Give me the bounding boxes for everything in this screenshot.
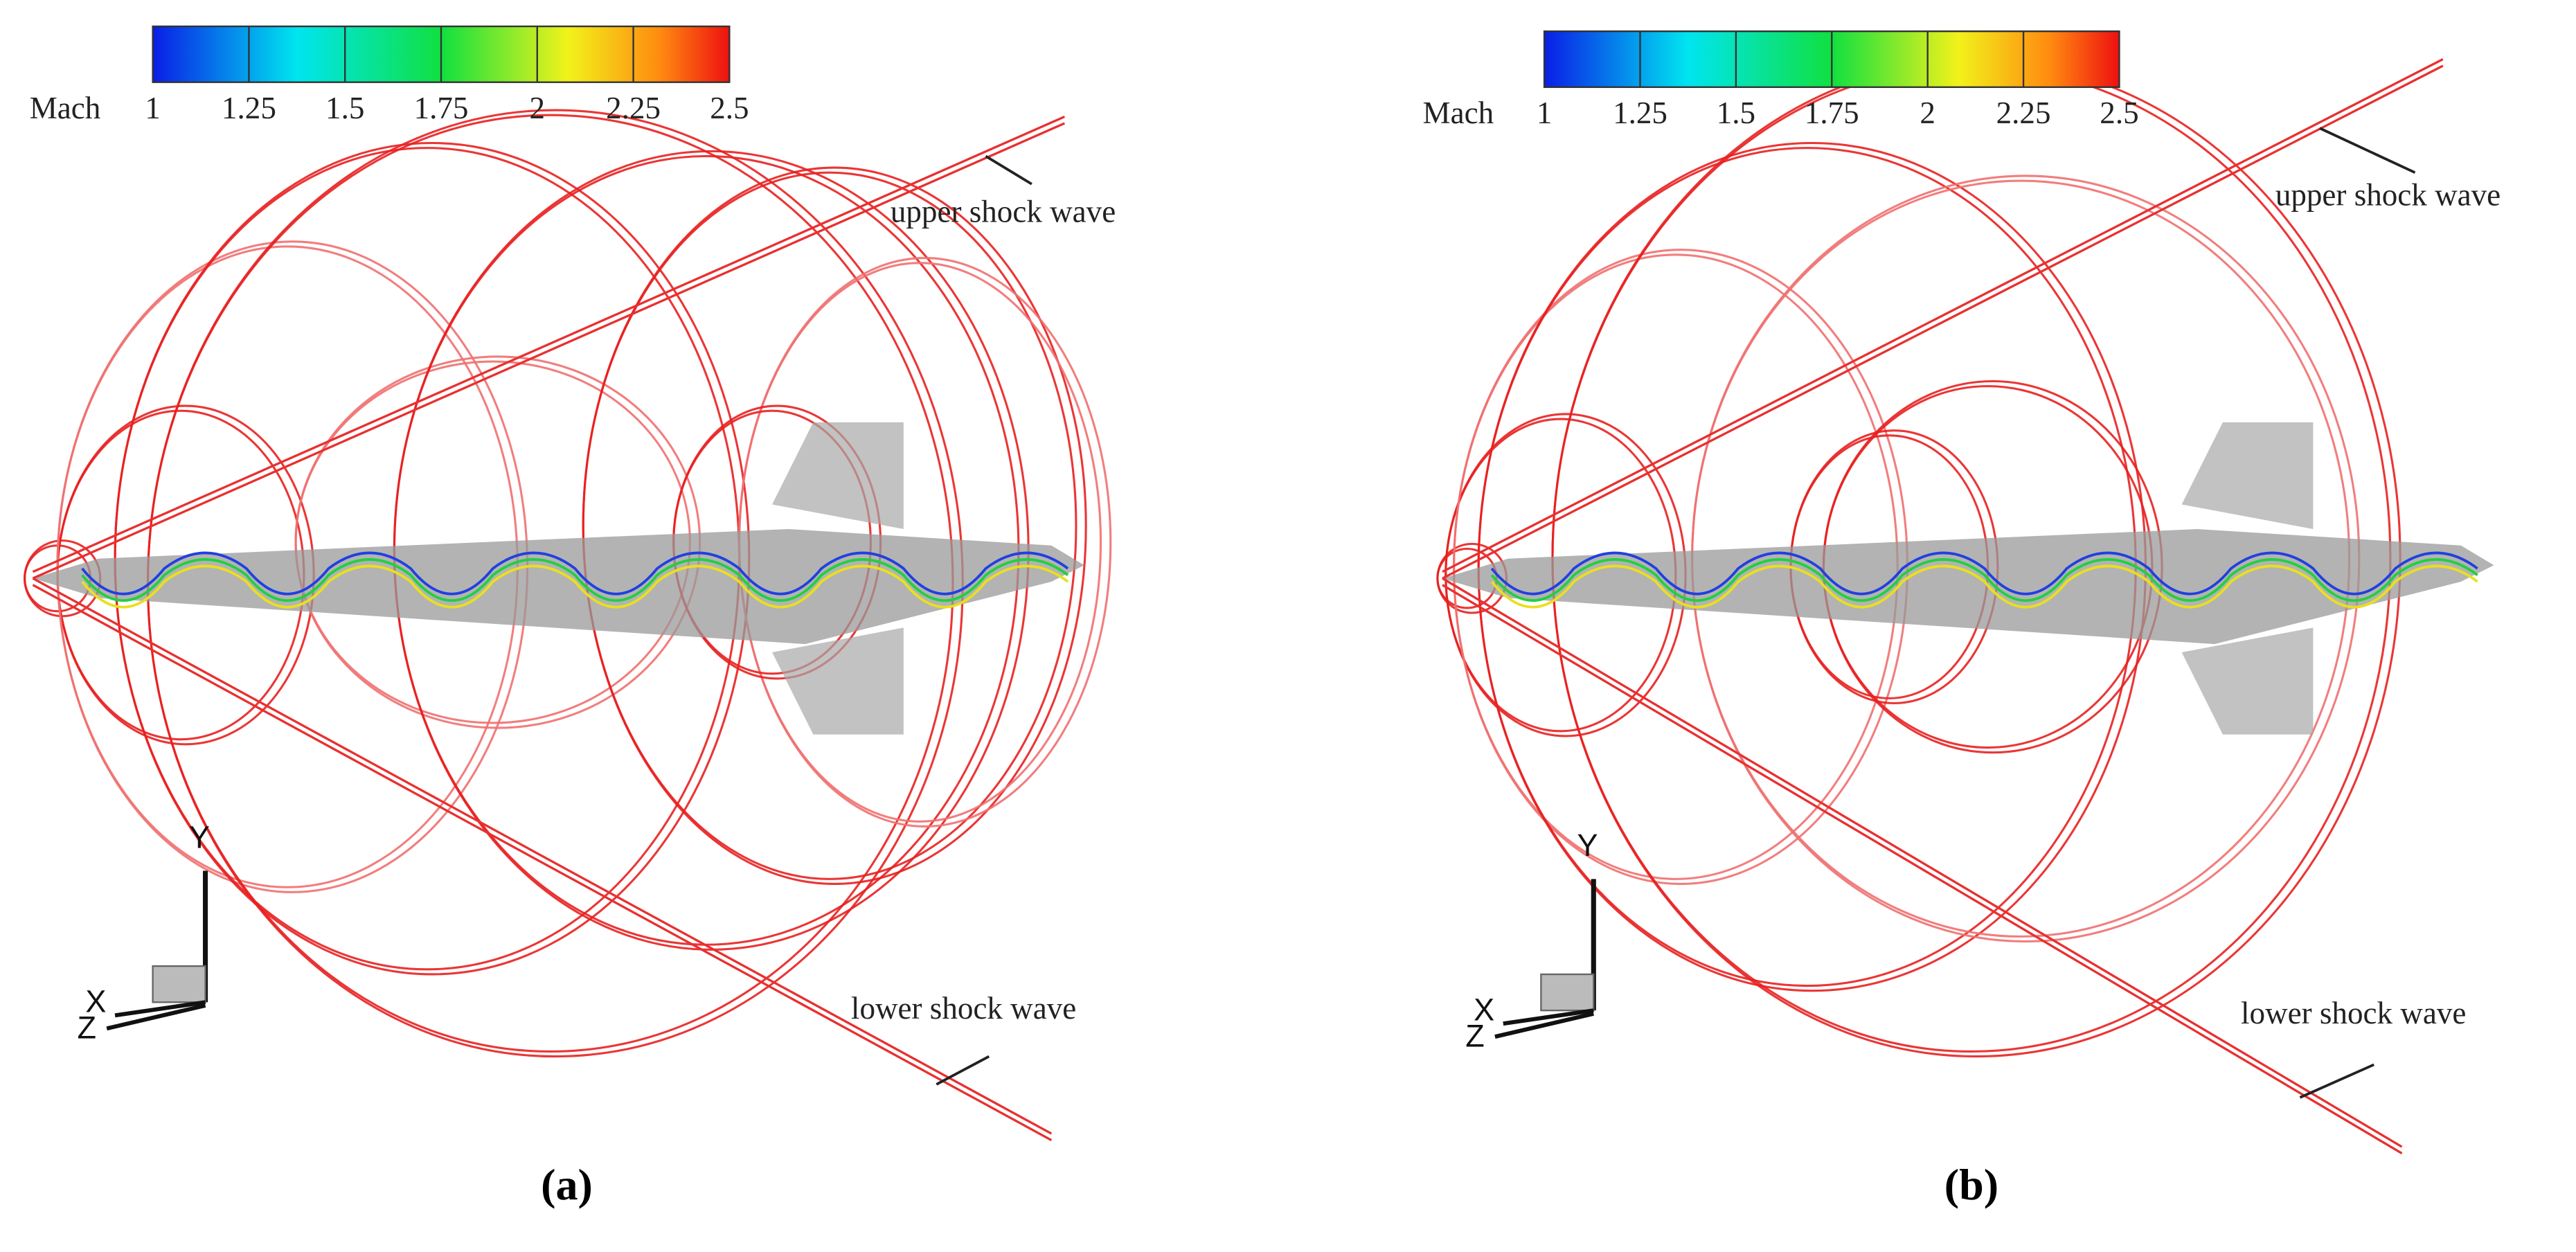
- upper-shock-line: [1442, 64, 2444, 580]
- axis-label: Z: [78, 1010, 97, 1045]
- colorbar-label: Mach: [1423, 96, 1494, 130]
- vehicle-body: [1442, 529, 2494, 645]
- annotation: upper shock wave: [2275, 178, 2501, 213]
- annotation: upper shock wave: [891, 194, 1116, 229]
- lower-shock-line: [32, 584, 1053, 1142]
- colorbar-tick-label: 2.5: [710, 91, 749, 125]
- colorbar-label: Mach: [30, 91, 101, 125]
- annotation: lower shock wave: [2241, 996, 2466, 1030]
- pointer: [936, 1055, 990, 1086]
- fin: [772, 422, 904, 530]
- colorbar-tick-label: 2: [1920, 96, 1935, 130]
- colorbar-tick-label: 1.25: [222, 91, 276, 125]
- axis-label: X: [1474, 992, 1494, 1027]
- mach-contour: [582, 171, 1077, 880]
- colorbar-tick-label: 1: [1537, 96, 1553, 130]
- mach-contour: [582, 166, 1087, 886]
- colorbar-tick-label: 1.5: [325, 91, 364, 125]
- colorbar-tick-label: 2: [530, 91, 546, 125]
- colorbar-tick-label: 2.25: [1996, 96, 2051, 130]
- colorbar-tick-label: 2.5: [2100, 96, 2138, 130]
- axis-label: Y: [1577, 828, 1598, 863]
- axis-z: [1494, 1012, 1594, 1039]
- axis-z: [106, 1003, 206, 1031]
- colorbar-tick-label: 1.75: [414, 91, 469, 125]
- pointer: [985, 154, 1032, 186]
- fin: [2181, 627, 2314, 735]
- surface-contour: [1490, 558, 2478, 602]
- vehicle-body: [33, 529, 1084, 645]
- colorbar-tick-label: 1.75: [1805, 96, 1859, 130]
- axis-x: [1503, 1008, 1594, 1026]
- annotation: lower shock wave: [851, 991, 1076, 1026]
- caption: (b): [1944, 1160, 1998, 1209]
- upper-shock-line: [32, 116, 1066, 573]
- surface-contour: [81, 551, 1069, 596]
- fin: [772, 627, 904, 735]
- surface-contour: [1490, 551, 2478, 596]
- lower-shock-line: [32, 577, 1053, 1135]
- pointer: [2299, 1063, 2374, 1099]
- pointer: [2319, 127, 2416, 174]
- axis-x: [114, 1000, 206, 1018]
- surface-contour: [81, 558, 1069, 602]
- upper-shock-line: [32, 122, 1066, 580]
- axis-label: X: [85, 984, 106, 1019]
- axis-label: Y: [189, 819, 210, 855]
- axis-label: Z: [1465, 1018, 1485, 1053]
- colorbar-tick-label: 1.5: [1717, 96, 1755, 130]
- fin: [2181, 422, 2314, 530]
- axis-cube: [1540, 973, 1595, 1012]
- lower-shock-line: [1442, 577, 2403, 1148]
- panel: upper shock wave lower shock wave Mach 1 1.2…: [24, 25, 1116, 1209]
- axis-cube: [152, 965, 206, 1003]
- colorbar-tick-label: 2.25: [606, 91, 661, 125]
- surface-contour: [1490, 564, 2478, 609]
- upper-shock-line: [1442, 58, 2444, 573]
- lower-shock-line: [1442, 584, 2403, 1154]
- panel: upper shock wave lower shock wave Mach 1 1.2…: [1423, 30, 2501, 1209]
- colorbar-tick-label: 1: [145, 91, 161, 125]
- surface-contour: [81, 564, 1069, 609]
- colorbar-tick-label: 1.25: [1613, 96, 1667, 130]
- caption: (a): [541, 1160, 593, 1209]
